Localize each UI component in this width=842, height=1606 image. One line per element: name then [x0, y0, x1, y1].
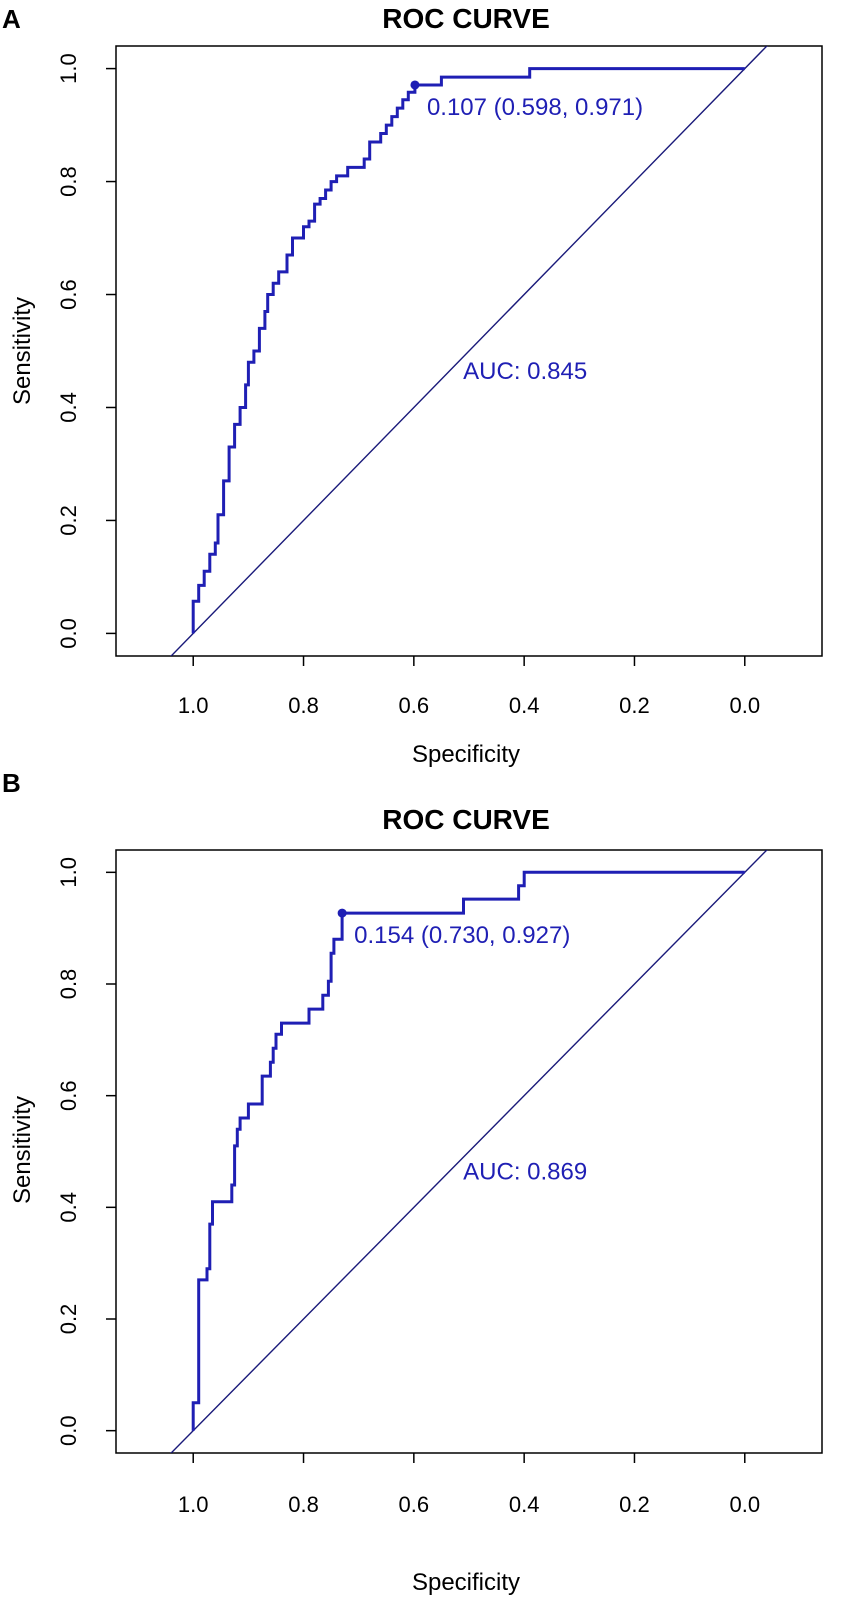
y-tick-label: 0.0 — [56, 618, 81, 649]
x-tick-label: 0.4 — [509, 1492, 540, 1517]
y-tick-label: 0.8 — [56, 969, 81, 1000]
x-tick-label: 0.2 — [619, 693, 650, 718]
y-tick-label: 0.6 — [56, 279, 81, 310]
y-axis-label: Sensitivity — [9, 297, 36, 405]
auc-label: AUC: 0.845 — [463, 358, 587, 385]
x-tick-label: 0.6 — [399, 693, 430, 718]
y-tick-label: 0.2 — [56, 505, 81, 536]
threshold-label: 0.154 (0.730, 0.927) — [354, 922, 570, 949]
threshold-point — [337, 908, 347, 918]
x-axis-label: Specificity — [412, 741, 520, 768]
y-tick-label: 0.6 — [56, 1080, 81, 1111]
chart-title: ROC CURVE — [382, 3, 550, 34]
panel-label: A — [2, 4, 21, 34]
chart-title: ROC CURVE — [382, 804, 550, 835]
plot-frame — [115, 45, 823, 657]
roc-curve-line — [191, 870, 745, 1431]
x-tick-label: 0.4 — [509, 693, 540, 718]
threshold-label: 0.107 (0.598, 0.971) — [427, 94, 643, 121]
x-tick-label: 0.0 — [729, 1492, 760, 1517]
roc-curve-line — [191, 67, 745, 634]
y-axis-label: Sensitivity — [9, 1096, 36, 1204]
roc-panel-a: A ROC CURVE Specificity Sensitivity 1.0 0… — [0, 0, 842, 800]
x-tick-label: 0.0 — [729, 693, 760, 718]
roc-chart-a: A ROC CURVE Specificity Sensitivity 1.0 0… — [2, 3, 823, 768]
x-tick-label: 1.0 — [178, 693, 209, 718]
roc-chart-b: B ROC CURVE Specificity Sensitivity 1.0 0… — [2, 768, 823, 1596]
x-tick-label: 0.2 — [619, 1492, 650, 1517]
x-tick-label: 1.0 — [178, 1492, 209, 1517]
auc-label: AUC: 0.869 — [463, 1158, 587, 1185]
x-tick-label: 0.8 — [288, 693, 319, 718]
y-tick-label: 0.8 — [56, 166, 81, 197]
x-tick-label: 0.8 — [288, 1492, 319, 1517]
diagonal-reference-line — [170, 850, 768, 1453]
x-tick-label: 0.6 — [399, 1492, 430, 1517]
y-tick-label: 0.2 — [56, 1304, 81, 1335]
y-tick-label: 1.0 — [56, 857, 81, 888]
y-tick-label: 1.0 — [56, 53, 81, 84]
threshold-point — [410, 80, 420, 90]
diagonal-reference-line — [170, 46, 768, 656]
x-axis-label: Specificity — [412, 1569, 520, 1596]
y-tick-label: 0.0 — [56, 1415, 81, 1446]
plot-frame — [115, 849, 823, 1454]
panel-label: B — [2, 768, 21, 798]
y-tick-label: 0.4 — [56, 1192, 81, 1223]
y-tick-label: 0.4 — [56, 392, 81, 423]
roc-panel-b: B ROC CURVE Specificity Sensitivity 1.0 0… — [0, 768, 842, 1600]
